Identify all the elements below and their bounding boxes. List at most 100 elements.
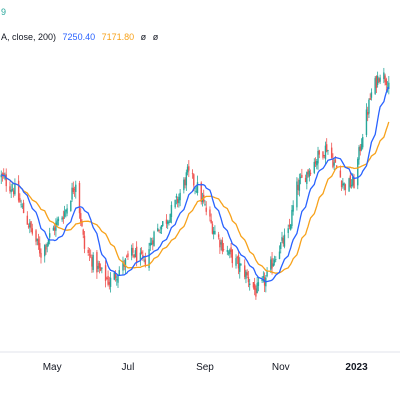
candle-down bbox=[142, 254, 144, 258]
candle-down bbox=[39, 243, 41, 254]
candle-up bbox=[370, 92, 373, 98]
candle-down bbox=[82, 229, 84, 235]
candle-up bbox=[14, 183, 16, 195]
candle-down bbox=[73, 189, 76, 191]
candle-down bbox=[83, 235, 86, 249]
candle-down bbox=[322, 151, 324, 158]
candle-up bbox=[214, 230, 216, 235]
candle-up bbox=[298, 179, 301, 191]
candle-up bbox=[333, 162, 335, 166]
candle-down bbox=[282, 237, 284, 244]
candle-down bbox=[375, 76, 378, 88]
candle-down bbox=[221, 240, 224, 252]
candle-up bbox=[134, 250, 137, 258]
candle-up bbox=[170, 204, 173, 218]
candle-up bbox=[287, 228, 289, 233]
candle-up bbox=[20, 204, 22, 206]
x-tick-label: Sep bbox=[196, 362, 214, 373]
candle-up bbox=[162, 221, 164, 227]
candle-up bbox=[278, 251, 281, 259]
candle-down bbox=[80, 213, 82, 223]
candle-up bbox=[262, 276, 265, 278]
candle-down bbox=[230, 247, 232, 252]
candle-down bbox=[27, 226, 30, 228]
candle-down bbox=[37, 239, 40, 246]
candle-up bbox=[239, 263, 241, 272]
legend-ma-slow-value: 7171.80 bbox=[102, 32, 135, 42]
candle-up bbox=[47, 239, 50, 245]
candle-up bbox=[220, 242, 222, 245]
candle-down bbox=[176, 199, 179, 203]
candle-up bbox=[272, 263, 274, 267]
candle-up bbox=[143, 256, 145, 258]
candle-down bbox=[378, 78, 380, 82]
candle-up bbox=[280, 242, 282, 250]
candle-up bbox=[21, 205, 24, 207]
candle-up bbox=[178, 196, 180, 204]
candle-up bbox=[296, 181, 298, 208]
candle-down bbox=[19, 197, 21, 203]
candle-up bbox=[44, 244, 46, 257]
candle-down bbox=[246, 272, 248, 276]
candle-down bbox=[22, 202, 25, 214]
ma-fast-line bbox=[1, 86, 390, 283]
candle-down bbox=[140, 251, 143, 254]
candle-up bbox=[101, 267, 103, 269]
candle-up bbox=[186, 166, 189, 173]
candle-down bbox=[144, 259, 147, 265]
candle-down bbox=[26, 215, 29, 225]
candle-up bbox=[358, 147, 360, 160]
candle-up bbox=[48, 233, 51, 238]
candle-up bbox=[226, 250, 229, 252]
candle-down bbox=[72, 187, 74, 192]
candle-up bbox=[317, 150, 319, 164]
candle-up bbox=[365, 109, 368, 135]
candle-up bbox=[4, 176, 6, 179]
candle-down bbox=[35, 230, 37, 242]
legend-extra-2: ø bbox=[153, 32, 159, 42]
candle-up bbox=[113, 272, 115, 280]
legend-line-1: 9 bbox=[1, 7, 6, 17]
candle-up bbox=[175, 196, 178, 198]
candle-up bbox=[383, 72, 385, 80]
x-tick-label: May bbox=[43, 362, 62, 373]
candle-down bbox=[222, 249, 225, 250]
candle-down bbox=[349, 175, 352, 187]
candle-up bbox=[63, 211, 66, 217]
candle-down bbox=[152, 240, 154, 245]
candles-layer bbox=[0, 67, 390, 300]
candle-up bbox=[313, 161, 315, 173]
candle-down bbox=[81, 221, 83, 227]
candle-up bbox=[256, 283, 258, 294]
candle-down bbox=[5, 174, 7, 187]
candle-up bbox=[229, 249, 231, 255]
candle-down bbox=[193, 174, 195, 186]
candle-down bbox=[297, 184, 299, 191]
candle-up bbox=[65, 209, 67, 212]
candle-down bbox=[126, 256, 128, 258]
candle-up bbox=[376, 75, 379, 85]
candle-up bbox=[270, 259, 272, 270]
candle-up bbox=[343, 182, 345, 186]
candle-up bbox=[66, 208, 68, 214]
candle-down bbox=[353, 177, 355, 189]
legend: 9 A, close, 200) 7250.40 7171.80 ø ø bbox=[1, 7, 159, 42]
candle-down bbox=[12, 190, 15, 195]
candle-down bbox=[30, 221, 32, 229]
candle-up bbox=[57, 218, 60, 221]
candle-down bbox=[3, 173, 5, 177]
candle-up bbox=[362, 137, 364, 148]
candle-up bbox=[327, 150, 329, 151]
candle-down bbox=[62, 217, 65, 220]
candle-up bbox=[117, 276, 119, 283]
candle-down bbox=[209, 209, 211, 217]
candle-down bbox=[78, 182, 81, 214]
candle-up bbox=[167, 221, 169, 224]
candle-down bbox=[114, 273, 117, 279]
candle-down bbox=[135, 246, 138, 263]
candle-up bbox=[153, 231, 155, 247]
candle-up bbox=[266, 270, 268, 277]
candle-down bbox=[323, 154, 325, 156]
candle-up bbox=[183, 179, 185, 191]
candle-down bbox=[301, 174, 303, 178]
